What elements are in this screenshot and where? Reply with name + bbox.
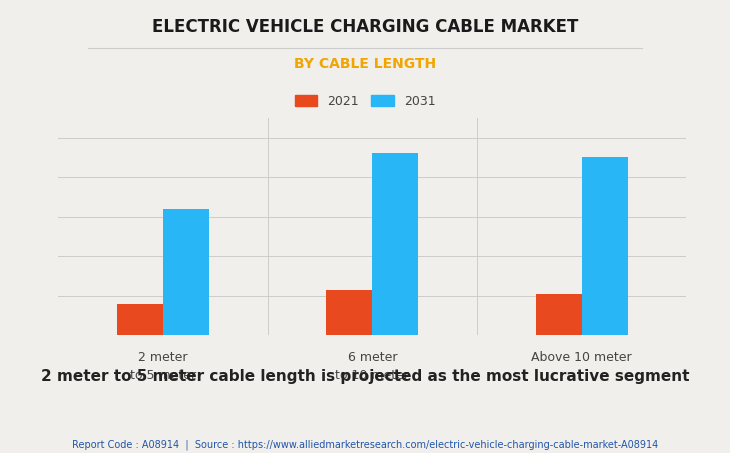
Bar bbox=[582, 157, 628, 335]
Text: Report Code : A08914  |  Source : https://www.alliedmarketresearch.com/electric-: Report Code : A08914 | Source : https://… bbox=[72, 439, 658, 450]
Text: 2 meter to 5 meter cable length is projected as the most lucrative segment: 2 meter to 5 meter cable length is proje… bbox=[41, 369, 689, 384]
Text: BY CABLE LENGTH: BY CABLE LENGTH bbox=[294, 57, 436, 71]
Bar bbox=[536, 294, 582, 335]
Bar bbox=[326, 290, 372, 335]
Legend: 2021, 2031: 2021, 2031 bbox=[290, 90, 440, 113]
Bar bbox=[163, 209, 209, 335]
Text: ELECTRIC VEHICLE CHARGING CABLE MARKET: ELECTRIC VEHICLE CHARGING CABLE MARKET bbox=[152, 18, 578, 36]
Bar bbox=[117, 304, 163, 335]
Bar bbox=[372, 154, 418, 335]
